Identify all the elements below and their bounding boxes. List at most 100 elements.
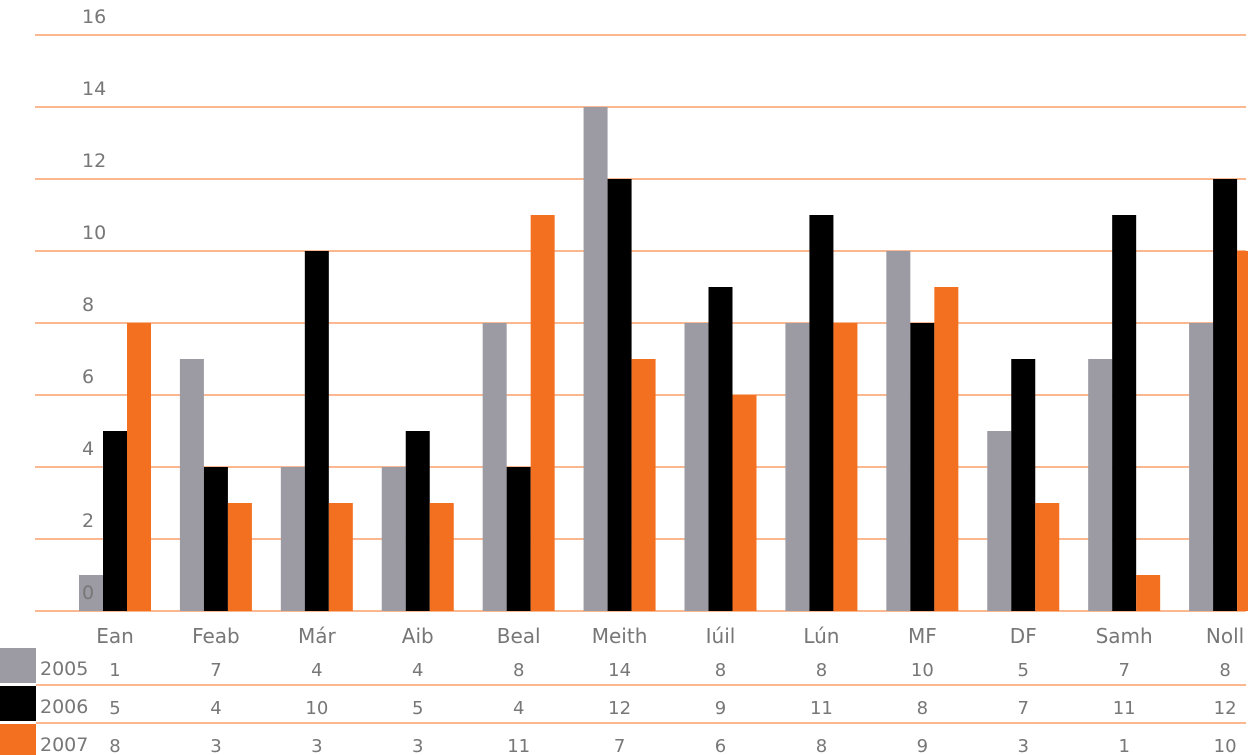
bar-2005-feab [179,359,204,611]
bar-2006-df [1011,359,1036,611]
bar-2005-mf [886,251,911,611]
bar-2007-noll [1237,251,1248,611]
y-tick-label: 2 [82,510,94,532]
x-tick-label: DF [1010,624,1037,648]
table-cell: 5 [412,698,423,719]
bar-2007-ean [127,323,151,611]
y-tick-label: 8 [82,294,94,316]
x-tick-label: Feab [192,624,240,648]
bar-2006-mf [910,323,935,611]
table-cell: 3 [311,736,322,755]
table-cell: 11 [507,736,530,755]
table-cell: 4 [412,660,423,681]
table-cell: 10 [911,660,934,681]
bar-2007-mf [934,287,959,611]
table-cell: 14 [608,660,631,681]
y-tick-label: 14 [82,78,106,100]
table-cell: 8 [816,736,827,755]
table-cell: 3 [1018,736,1029,755]
x-tick-label: Már [298,624,337,648]
bar-2005-már [280,467,305,611]
bar-2006-beal [506,467,531,611]
table-cell: 7 [210,660,221,681]
x-tick-label: MF [908,624,937,648]
bar-2005-lún [785,323,810,611]
table-cell: 7 [1118,660,1129,681]
bar-2005-noll [1189,323,1214,611]
x-tick-label: Meith [592,624,648,648]
bar-2007-samh [1136,575,1161,611]
bar-2005-beal [482,323,507,611]
y-tick-label: 16 [82,6,106,28]
bar-2007-df [1035,503,1060,611]
y-tick-label: 0 [82,582,94,604]
table-cell: 6 [715,736,726,755]
table-cell: 9 [715,698,726,719]
y-tick-label: 12 [82,150,106,172]
bar-2006-noll [1213,179,1238,611]
y-tick-label: 4 [82,438,94,460]
bar-2007-feab [227,503,252,611]
bar-2007-meith [631,359,656,611]
x-tick-label: Noll [1206,624,1244,648]
bar-2005-aib [381,467,406,611]
x-tick-label: Ean [96,624,134,648]
table-cell: 11 [1113,698,1136,719]
table-row-label: 2007 [40,734,88,755]
bar-2006-ean [103,431,127,611]
data-table: 2005 1 7 4 4 8 14 8 8 10 5 7 8 2006 5 4 10 5 4 12 9 11 8 7 11 12 2… [0,648,1246,755]
table-cell: 8 [1219,660,1230,681]
bar-2007-beal [530,215,555,611]
bar-2007-már [328,503,353,611]
bars [79,107,1248,611]
table-row-label: 2005 [40,658,88,680]
legend-swatch-2005 [0,648,36,683]
y-axis-ticks: 0 2 4 6 8 10 12 14 16 [82,6,106,604]
y-tick-label: 10 [82,222,106,244]
bar-2005-ean [79,575,103,611]
bar-2005-df [987,431,1012,611]
table-cell: 9 [917,736,928,755]
table-cell: 5 [109,698,120,719]
legend-swatch-2006 [0,686,36,721]
table-cell: 8 [109,736,120,755]
bar-2007-aib [429,503,454,611]
table-cell: 7 [614,736,625,755]
y-tick-label: 6 [82,366,94,388]
x-axis-ticks: Ean Feab Már Aib Beal Meith Iúil Lún MF DF Samh Nol… [96,624,1244,648]
table-cell: 8 [715,660,726,681]
table-cell: 5 [1018,660,1029,681]
bar-2006-aib [405,431,430,611]
x-tick-label: Iúil [706,624,736,648]
table-row-label: 2006 [40,696,88,718]
table-cell: 1 [109,660,120,681]
table-cell: 7 [1018,698,1029,719]
bar-2006-samh [1112,215,1137,611]
bar-2005-iúil [684,323,709,611]
bar-2006-feab [203,467,228,611]
table-cell: 10 [305,698,328,719]
table-cell: 4 [513,698,524,719]
bar-2005-meith [583,107,608,611]
legend-swatch-2007 [0,724,36,755]
table-cell: 8 [513,660,524,681]
bar-2006-iúil [708,287,733,611]
table-cell: 8 [917,698,928,719]
bar-2006-meith [607,179,632,611]
table-cell: 3 [412,736,423,755]
x-tick-label: Beal [497,624,541,648]
bar-2006-már [304,251,329,611]
table-cell: 4 [210,698,221,719]
table-cell: 1 [1118,736,1129,755]
bar-2005-samh [1088,359,1113,611]
bar-2007-iúil [732,395,757,611]
x-tick-label: Lún [803,624,839,648]
bar-2007-lún [833,323,858,611]
table-cell: 12 [1214,698,1237,719]
table-cell: 4 [311,660,322,681]
x-tick-label: Aib [402,624,434,648]
x-tick-label: Samh [1096,624,1153,648]
bar-2006-lún [809,215,834,611]
table-cell: 8 [816,660,827,681]
